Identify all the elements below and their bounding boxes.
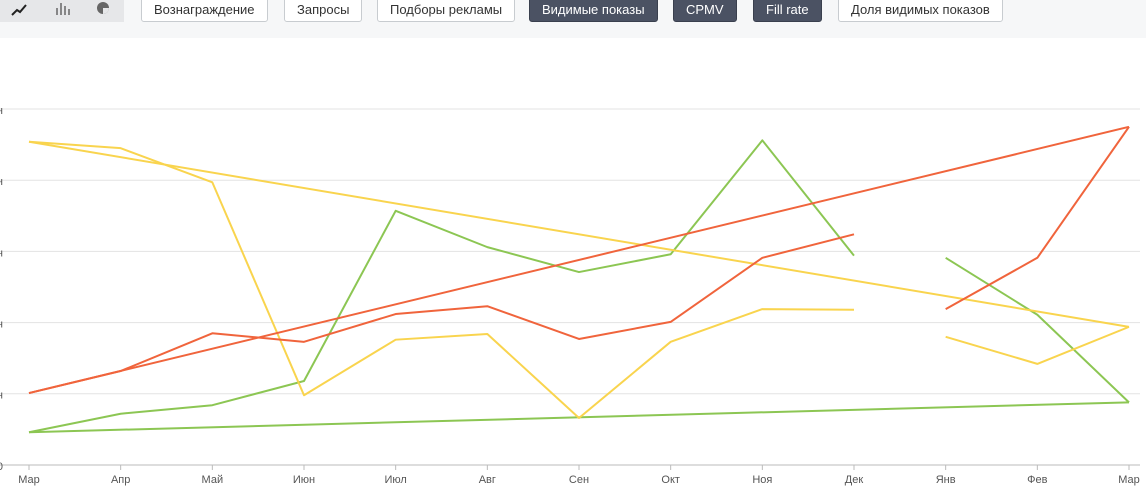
y-tick-label: 0	[0, 461, 3, 473]
x-tick-label: Июл	[384, 474, 406, 486]
x-tick-label: Мар	[18, 474, 40, 486]
x-tick-label: Авг	[479, 474, 496, 486]
metric-button[interactable]: Доля видимых показов	[838, 0, 1003, 22]
y-tick-label: н	[0, 390, 3, 402]
y-tick-label: н	[0, 105, 3, 117]
x-tick-label: Апр	[111, 474, 130, 486]
series-line	[28, 233, 855, 395]
view-switch	[0, 0, 124, 22]
metric-button[interactable]: Запросы	[284, 0, 363, 22]
series-line	[945, 256, 1130, 404]
trend-line	[28, 125, 1130, 395]
x-tick-label: Май	[202, 474, 224, 486]
metric-button[interactable]: Подборы рекламы	[377, 0, 516, 22]
y-tick-label: н	[0, 176, 3, 188]
metric-button[interactable]: Видимые показы	[529, 0, 658, 22]
pie-slice	[103, 8, 109, 14]
y-tick-label: н	[0, 319, 3, 331]
metric-button[interactable]: Fill rate	[753, 0, 822, 22]
x-tick-label: Ноя	[752, 474, 772, 486]
line-view-icon[interactable]	[11, 4, 27, 16]
trend-line	[28, 140, 1130, 328]
series-line	[945, 325, 1130, 365]
x-tick-label: Дек	[845, 474, 864, 486]
x-tick-label: Окт	[661, 474, 680, 486]
view-icons	[11, 2, 109, 16]
x-tick-label: Сен	[569, 474, 589, 486]
x-tick-label: Мар	[1118, 474, 1140, 486]
x-tick-label: Июн	[293, 474, 315, 486]
metric-button[interactable]: CPMV	[673, 0, 737, 22]
series-line	[28, 139, 855, 434]
x-tick-label: Янв	[936, 474, 956, 486]
toolbar: Вознаграждение Запросы Подборы рекламы Види…	[0, 0, 1146, 38]
series-line	[945, 126, 1130, 310]
bar-view-icon[interactable]	[56, 3, 70, 15]
y-tick-label: н	[0, 247, 3, 259]
metric-button[interactable]: Вознаграждение	[141, 0, 268, 22]
x-tick-label: Фев	[1027, 474, 1047, 486]
